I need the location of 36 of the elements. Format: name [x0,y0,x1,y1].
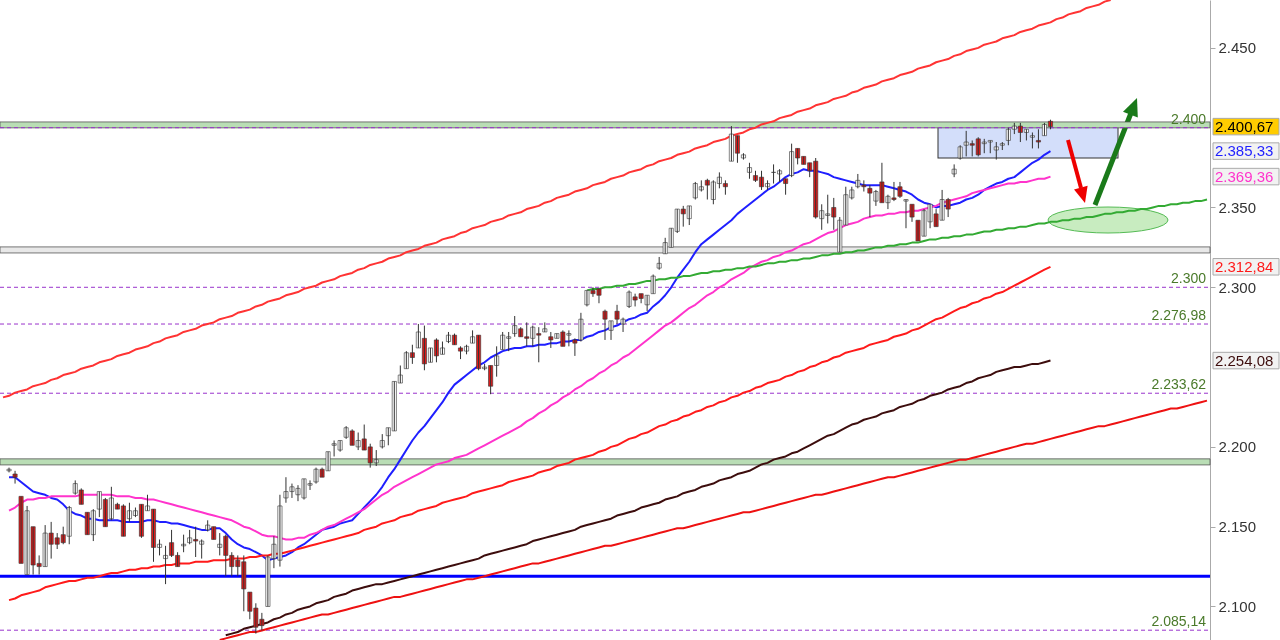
candlestick [999,141,1005,151]
candlestick [1030,131,1035,149]
ref-line-label: 2.233,62 [1151,376,1207,393]
candlestick [903,199,909,229]
y-tick-label: 2.350 [1218,198,1257,216]
candlestick [656,256,662,271]
ref-line-label: 2.276,98 [1151,307,1207,324]
candlestick [741,152,746,161]
y-tick-label: 2.200 [1218,438,1257,456]
text: 2.254,08 [1215,351,1274,369]
line-series [218,399,1208,640]
candlestick [993,141,999,161]
line-series [224,359,1052,637]
candlestick [650,274,656,295]
candlestick [783,178,788,196]
candlestick [897,181,903,199]
y-tick-label: 2.300 [1218,278,1257,296]
text: 2.369,36 [1215,167,1274,185]
candlestick [747,162,752,180]
candlestick [1036,128,1041,149]
ref-line-label: 2.085,14 [1151,613,1207,630]
y-tick-label: 2.100 [1218,597,1257,615]
ref-line-label: 2.300 [1170,270,1207,287]
line-series [2,0,1112,399]
y-tick-label: 2.150 [1218,518,1257,536]
candlestick [12,470,18,485]
text: 2.400,67 [1215,117,1274,135]
text: 2.312,84 [1215,257,1274,275]
y-tick-label: 2.450 [1218,39,1257,57]
candlestick [608,320,614,341]
candlestick [379,433,385,449]
candlestick [957,144,963,161]
candlestick [542,321,548,333]
text: 2.385,33 [1215,142,1274,160]
line-series [8,265,1052,602]
candlestick [951,163,957,178]
